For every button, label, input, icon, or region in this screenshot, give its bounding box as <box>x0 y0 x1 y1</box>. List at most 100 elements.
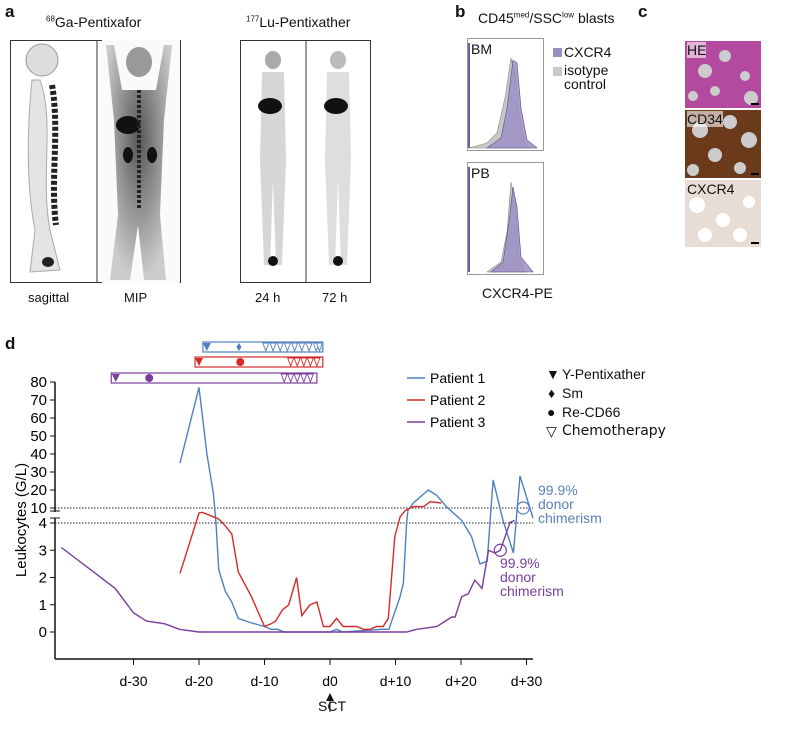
title-sup: low <box>562 10 575 20</box>
chemotherapy-marker <box>276 342 284 353</box>
isotope-sup: 68 <box>46 14 55 24</box>
flow-histograms <box>467 38 544 275</box>
x-tick-label: d-10 <box>250 673 278 689</box>
chimerism-marker <box>516 501 530 515</box>
ga-pentixafor-title: 68Ga-Pentixafor <box>46 14 141 30</box>
chimerism-line: chimerism <box>500 583 564 599</box>
legend-label: Patient 1 <box>430 370 485 386</box>
flow-xlabel: CXCR4-PE <box>482 285 553 301</box>
chemotherapy-marker <box>293 357 301 368</box>
stain-label-he: HE <box>687 42 707 58</box>
chemotherapy-marker <box>293 373 301 384</box>
panel-d-letter: d <box>5 334 16 353</box>
image-24h <box>258 51 286 266</box>
chimerism-marker <box>493 543 507 557</box>
y-tick-label: 60 <box>30 410 47 427</box>
plot-label-bm: BM <box>471 41 492 57</box>
he-image <box>685 41 761 108</box>
chimerism-line: 99.9% <box>538 482 578 498</box>
lu-pentixather-title: 177Lu-Pentixather <box>246 14 350 30</box>
re-cd66-marker <box>236 358 245 366</box>
panel-a-letter: a <box>5 2 15 21</box>
title-sup: med <box>513 10 530 20</box>
y-pentixather-marker <box>202 343 211 351</box>
label-mip: MIP <box>124 290 148 305</box>
chemotherapy-marker <box>287 357 295 368</box>
series-line-patient-3 <box>60 519 515 633</box>
timeline-bar <box>194 356 324 368</box>
lu-title-text: Lu-Pentixather <box>259 14 351 30</box>
sm-marker <box>236 343 242 351</box>
y-pentixather-marker <box>111 374 120 382</box>
chemotherapy-marker <box>305 342 313 353</box>
stain-label-cxcr4: CXCR4 <box>687 181 735 197</box>
chemotherapy-marker <box>306 357 314 368</box>
chemotherapy-marker <box>298 342 306 353</box>
chimerism-line: donor <box>538 496 574 512</box>
chemotherapy-marker <box>280 373 288 384</box>
sagittal-image <box>25 43 61 273</box>
re-cd66-marker <box>145 374 154 382</box>
y-pentixather-marker <box>195 358 203 366</box>
sct-arrow-icon <box>326 693 334 701</box>
series-lines <box>60 387 534 633</box>
chimerism-annotation-patient-1: 99.9% donor chimerism <box>538 483 602 525</box>
y-tick-label: 4 <box>39 515 47 532</box>
chemotherapy-marker <box>283 342 292 353</box>
legend-open-triangle-icon: ▽ <box>546 423 557 439</box>
legend-isotype: isotype control <box>564 62 609 92</box>
chemotherapy-marker <box>300 373 308 384</box>
label-72h: 72 h <box>322 290 348 305</box>
title-part: blasts <box>574 10 615 26</box>
legend-diamond-icon: ♦ <box>548 385 556 401</box>
timeline-bar <box>202 341 324 353</box>
chemotherapy-marker <box>269 342 277 353</box>
chemotherapy-marker <box>262 342 270 353</box>
y-tick-label: 80 <box>30 374 47 391</box>
y-tick-label: 20 <box>30 482 47 499</box>
image-72h <box>324 51 351 266</box>
treatment-timelines <box>110 341 324 384</box>
x-tick-label: d+30 <box>511 673 543 689</box>
chemotherapy-marker <box>290 342 299 353</box>
legend-cxcr4: CXCR4 <box>564 44 612 60</box>
legend-swatch-cxcr4 <box>553 48 562 57</box>
y-tick-label: 40 <box>30 446 47 463</box>
chimerism-line: donor <box>500 569 536 585</box>
flow-title: CD45med/SSClow blasts <box>478 10 615 26</box>
series-line-patient-1 <box>179 387 534 633</box>
stain-label-cd34: CD34 <box>687 111 723 127</box>
panel-b-letter: b <box>455 2 466 21</box>
y-tick-label: 1 <box>39 597 47 614</box>
y-tick-label: 3 <box>39 542 47 559</box>
y-axis-label: Leukocytes (G/L) <box>13 463 30 577</box>
sct-label: SCT <box>318 698 346 714</box>
timeline-bar <box>110 372 318 384</box>
chimerism-line: chimerism <box>538 510 602 526</box>
legend-y-pentixather: Y-Pentixather <box>562 366 646 382</box>
plot-label-pb: PB <box>471 165 490 181</box>
legend-label: Patient 2 <box>430 392 485 408</box>
x-tick-label: d-20 <box>185 673 213 689</box>
histogram-pb <box>467 162 544 275</box>
legend-chemotherapy: Chemotherapy <box>562 423 666 439</box>
isotope-sup: 177 <box>246 14 260 24</box>
series-line-patient-2 <box>179 500 442 630</box>
y-tick-label: 50 <box>30 428 47 445</box>
legend-sm: Sm <box>562 385 583 401</box>
histology-images <box>685 41 761 247</box>
legend-label: Patient 3 <box>430 414 485 430</box>
chemotherapy-marker <box>306 373 314 384</box>
y-tick-label: 0 <box>39 624 47 641</box>
legend-swatch-isotype <box>553 67 562 76</box>
y-tick-label: 2 <box>39 570 47 587</box>
chemotherapy-marker <box>287 373 295 384</box>
pet-ga-images <box>10 40 181 283</box>
y-tick-label: 10 <box>30 500 47 517</box>
y-tick-label: 30 <box>30 464 47 481</box>
legend-circle-icon: ● <box>547 404 556 420</box>
label-24h: 24 h <box>255 290 281 305</box>
chemotherapy-marker <box>313 357 321 368</box>
